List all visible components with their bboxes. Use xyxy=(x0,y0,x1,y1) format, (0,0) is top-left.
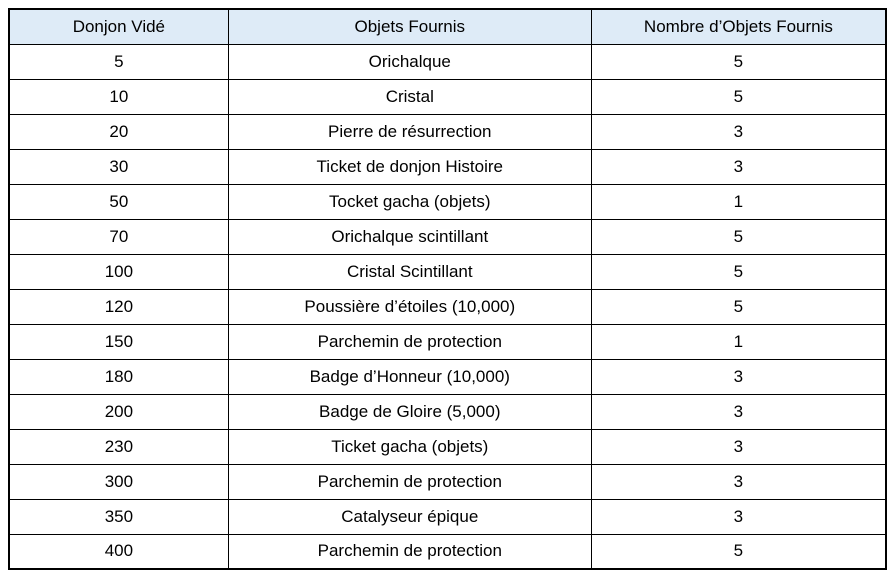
table-cell: 1 xyxy=(590,323,887,360)
table-cell: 30 xyxy=(8,148,229,185)
table-cell: 3 xyxy=(590,358,887,395)
table-cell: 230 xyxy=(8,428,229,465)
table-cell: Ticket de donjon Histoire xyxy=(227,148,592,185)
table-cell: Catalyseur épique xyxy=(227,498,592,535)
table-row: 120 Poussière d’étoiles (10,000) 5 xyxy=(8,288,887,325)
table-cell: 5 xyxy=(590,218,887,255)
table-cell: 5 xyxy=(590,533,887,570)
table-cell: Parchemin de protection xyxy=(227,323,592,360)
table-cell: Cristal Scintillant xyxy=(227,253,592,290)
table-cell: 5 xyxy=(590,288,887,325)
table-row: 100 Cristal Scintillant 5 xyxy=(8,253,887,290)
table-cell: 180 xyxy=(8,358,229,395)
table-cell: 70 xyxy=(8,218,229,255)
table-body: 5 Orichalque 5 10 Cristal 5 20 Pierre de résurr… xyxy=(8,43,887,570)
table-row: 70 Orichalque scintillant 5 xyxy=(8,218,887,255)
table-cell: 1 xyxy=(590,183,887,220)
table-cell: Parchemin de protection xyxy=(227,463,592,500)
table-cell: 120 xyxy=(8,288,229,325)
table-cell: Orichalque xyxy=(227,43,592,80)
table-row: 350 Catalyseur épique 3 xyxy=(8,498,887,535)
table-header-row: Donjon Vidé Objets Fournis Nombre d’Obje… xyxy=(8,8,887,45)
table-row: 50 Tocket gacha (objets) 1 xyxy=(8,183,887,220)
table-cell: 3 xyxy=(590,113,887,150)
column-header-nombre-objets-fournis: Nombre d’Objets Fournis xyxy=(590,8,887,45)
table-cell: Poussière d’étoiles (10,000) xyxy=(227,288,592,325)
table-cell: 5 xyxy=(590,78,887,115)
table-cell: 350 xyxy=(8,498,229,535)
table-row: 300 Parchemin de protection 3 xyxy=(8,463,887,500)
column-header-objets-fournis: Objets Fournis xyxy=(227,8,592,45)
table-cell: 3 xyxy=(590,148,887,185)
table-cell: 50 xyxy=(8,183,229,220)
table-cell: 10 xyxy=(8,78,229,115)
table-row: 5 Orichalque 5 xyxy=(8,43,887,80)
table-cell: 3 xyxy=(590,498,887,535)
table-cell: Badge d’Honneur (10,000) xyxy=(227,358,592,395)
dungeon-rewards-table-container: Donjon Vidé Objets Fournis Nombre d’Obje… xyxy=(8,8,887,570)
table-cell: Cristal xyxy=(227,78,592,115)
table-row: 30 Ticket de donjon Histoire 3 xyxy=(8,148,887,185)
table-row: 200 Badge de Gloire (5,000) 3 xyxy=(8,393,887,430)
table-cell: Tocket gacha (objets) xyxy=(227,183,592,220)
table-row: 10 Cristal 5 xyxy=(8,78,887,115)
table-cell: 5 xyxy=(8,43,229,80)
table-cell: 100 xyxy=(8,253,229,290)
table-cell: 300 xyxy=(8,463,229,500)
table-cell: 5 xyxy=(590,253,887,290)
table-cell: 400 xyxy=(8,533,229,570)
table-cell: Ticket gacha (objets) xyxy=(227,428,592,465)
table-cell: 5 xyxy=(590,43,887,80)
table-cell: 20 xyxy=(8,113,229,150)
table-cell: 150 xyxy=(8,323,229,360)
table-row: 150 Parchemin de protection 1 xyxy=(8,323,887,360)
table-row: 230 Ticket gacha (objets) 3 xyxy=(8,428,887,465)
table-cell: 3 xyxy=(590,428,887,465)
table-row: 400 Parchemin de protection 5 xyxy=(8,533,887,570)
table-cell: Pierre de résurrection xyxy=(227,113,592,150)
table-cell: 3 xyxy=(590,393,887,430)
table-cell: Badge de Gloire (5,000) xyxy=(227,393,592,430)
table-row: 20 Pierre de résurrection 3 xyxy=(8,113,887,150)
table-cell: Orichalque scintillant xyxy=(227,218,592,255)
table-cell: Parchemin de protection xyxy=(227,533,592,570)
table-cell: 200 xyxy=(8,393,229,430)
table-row: 180 Badge d’Honneur (10,000) 3 xyxy=(8,358,887,395)
table-cell: 3 xyxy=(590,463,887,500)
column-header-donjon-vide: Donjon Vidé xyxy=(8,8,229,45)
dungeon-rewards-table: Donjon Vidé Objets Fournis Nombre d’Obje… xyxy=(8,8,887,570)
